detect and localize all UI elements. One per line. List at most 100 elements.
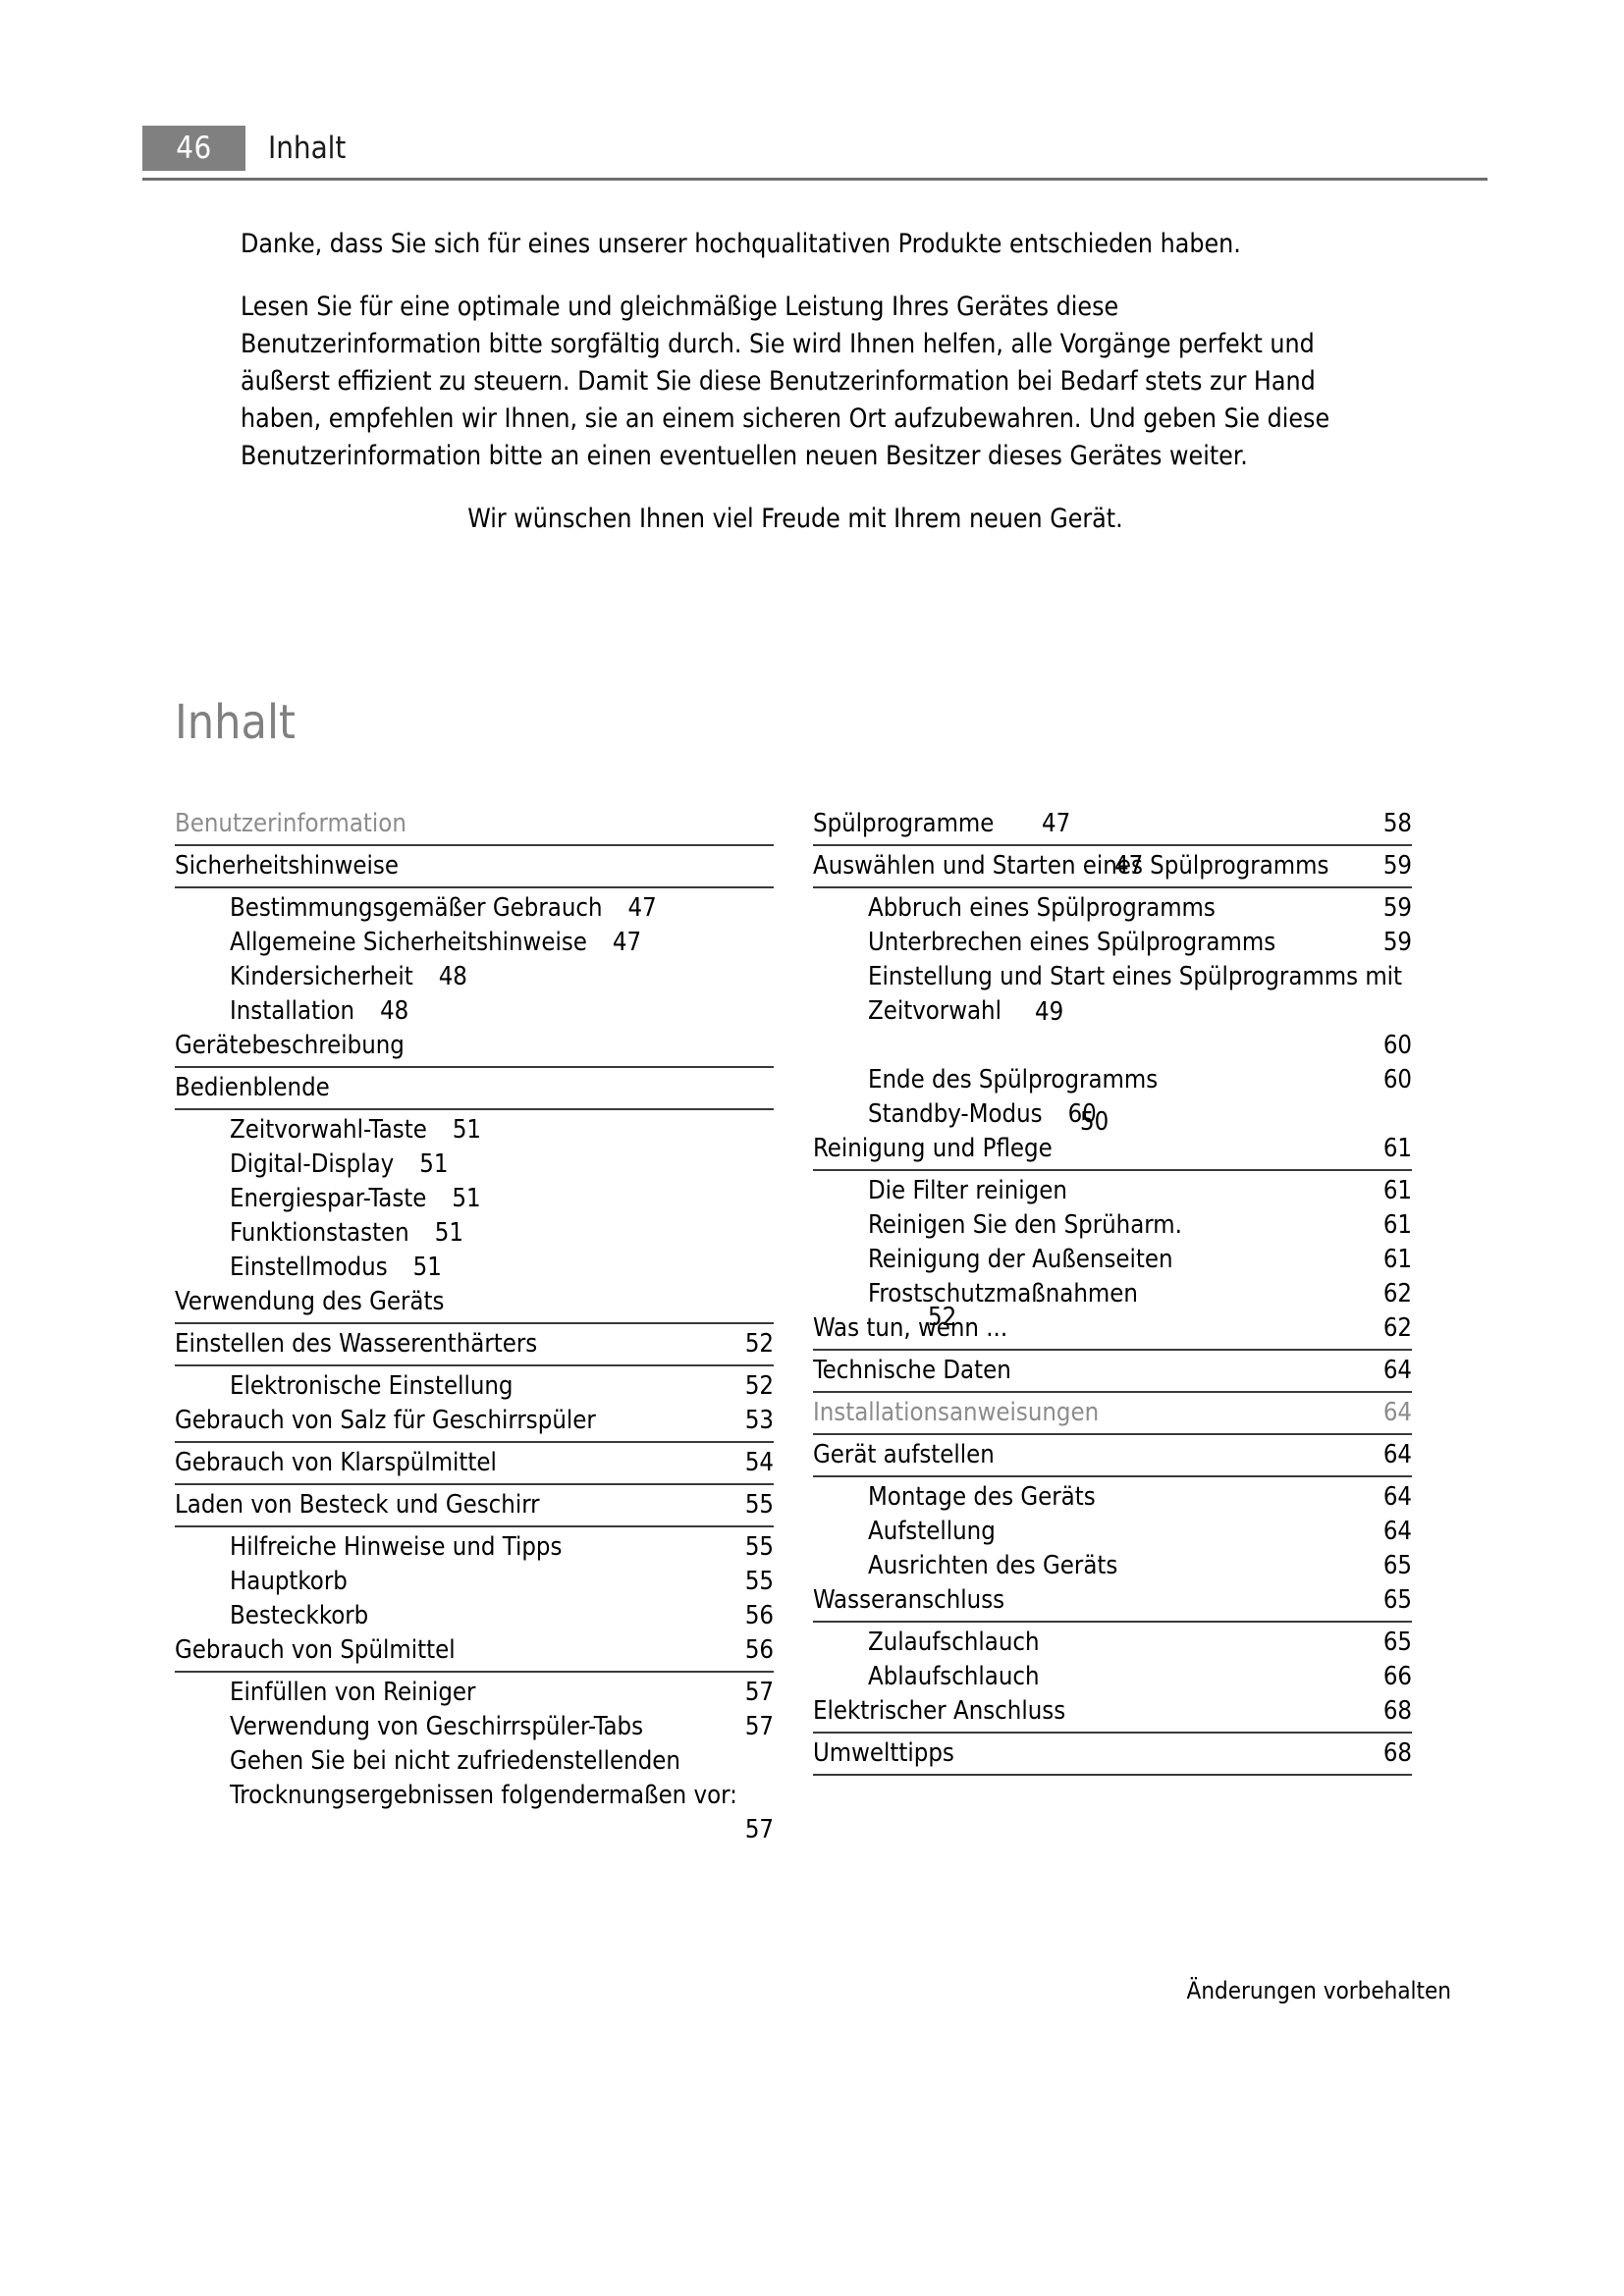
toc-section-row[interactable]: Gerätebeschreibung: [175, 1029, 774, 1068]
toc-section-row[interactable]: Gebrauch von Klarspülmittel 54: [175, 1446, 774, 1485]
toc-subsection-row[interactable]: Zulaufschlauch 65: [813, 1626, 1412, 1660]
toc-entry-page: 57: [744, 1815, 774, 1844]
toc-subsection-row[interactable]: Zeitvorwahl-Taste 51: [175, 1113, 774, 1148]
toc-section-row[interactable]: Elektrischer Anschluss 68: [813, 1694, 1412, 1734]
toc-subsection-row[interactable]: Ende des Spülprogramms 60: [813, 1063, 1412, 1097]
toc-subsection-row[interactable]: Ablaufschlauch 66: [813, 1660, 1412, 1694]
toc-entry-label: Montage des Geräts: [868, 1482, 1096, 1512]
toc-subsection-row[interactable]: Verwendung von Geschirrspüler-Tabs 57: [175, 1710, 774, 1744]
toc-entry-label: Gerät aufstellen: [813, 1440, 995, 1469]
toc-subsection-row[interactable]: Elektronische Einstellung 52: [175, 1369, 774, 1404]
toc-section-row[interactable]: Gebrauch von Spülmittel 56: [175, 1633, 774, 1673]
toc-entry-label: Hauptkorb: [230, 1567, 348, 1596]
toc-entry-page: 60: [1382, 1031, 1412, 1060]
toc-entry-page: 61: [1382, 1210, 1412, 1240]
toc-entry-page: 54: [744, 1448, 774, 1477]
toc-subsection-row[interactable]: Funktionstasten 51: [175, 1216, 774, 1251]
toc-entry-label: Kindersicherheit: [230, 962, 413, 991]
toc-subsection-row[interactable]: Ausrichten des Geräts 65: [813, 1549, 1412, 1583]
toc-entry-label: Standby-Modus: [868, 1099, 1043, 1129]
toc-subsection-row[interactable]: Kindersicherheit 48: [175, 960, 774, 994]
toc-subsection-row[interactable]: Energiespar-Taste 51: [175, 1182, 774, 1216]
toc-subsection-row[interactable]: Hilfreiche Hinweise und Tipps 55: [175, 1530, 774, 1565]
toc-subsection-row[interactable]: Die Filter reinigen 61: [813, 1174, 1412, 1208]
toc-subsection-row[interactable]: Aufstellung 64: [813, 1515, 1412, 1549]
toc-entry-page: 51: [452, 1184, 481, 1213]
overlapping-page-number-artifact: 47: [1042, 809, 1071, 838]
toc-entry-page-row: 60: [868, 1029, 1412, 1063]
toc-entry-label: Ausrichten des Geräts: [868, 1551, 1118, 1580]
toc-entry-page: 47: [612, 928, 642, 957]
toc-section-row[interactable]: Installationsanweisungen 64: [813, 1396, 1412, 1435]
toc-entry-label: Gebrauch von Salz für Geschirrspüler: [175, 1406, 596, 1435]
toc-entry-page: 53: [744, 1406, 774, 1435]
toc-entry-label: Bestimmungsgemäßer Gebrauch: [230, 893, 603, 923]
toc-entry-label: Ablaufschlauch: [868, 1662, 1040, 1691]
toc-section-row[interactable]: Spülprogramme 58 47: [813, 807, 1412, 846]
toc-entry-label: Umwelttipps: [813, 1738, 954, 1768]
toc-subsection-row[interactable]: Einstellmodus 51: [175, 1251, 774, 1285]
toc-subsection-row[interactable]: Digital-Display 51: [175, 1148, 774, 1182]
toc-subsection-row[interactable]: Standby-Modus 60 50: [813, 1097, 1412, 1137]
toc-entry-label: Elektrischer Anschluss: [813, 1696, 1066, 1726]
toc-entry-label: Gerätebeschreibung: [175, 1031, 405, 1060]
toc-entry-label: Spülprogramme: [813, 809, 995, 838]
toc-heading: Inhalt: [175, 695, 296, 750]
toc-section-row[interactable]: Einstellen des Wasserenthärters 52: [175, 1327, 774, 1366]
toc-subsection-row[interactable]: Einfüllen von Reiniger 57: [175, 1676, 774, 1710]
toc-entry-label: Zeitvorwahl-Taste: [230, 1115, 427, 1145]
toc-subsection-row[interactable]: Reinigung der Außenseiten 61: [813, 1243, 1412, 1277]
toc-section-row[interactable]: Wasseranschluss 65: [813, 1583, 1412, 1623]
toc-section-row[interactable]: Was tun, wenn ... 62: [813, 1311, 1412, 1351]
toc-subsection-row[interactable]: Unterbrechen eines Spülprogramms 59: [813, 926, 1412, 960]
toc-entry-page: 48: [438, 962, 467, 991]
toc-entry-page: 68: [1382, 1696, 1412, 1726]
toc-entry-page: 61: [1382, 1176, 1412, 1205]
toc-subsection-row[interactable]: Reinigen Sie den Sprüharm. 61: [813, 1208, 1412, 1243]
toc-entry-page: 62: [1382, 1313, 1412, 1343]
toc-section-row[interactable]: Umwelttipps 68: [813, 1736, 1412, 1776]
toc-subsection-row[interactable]: Besteckkorb 56: [175, 1599, 774, 1633]
toc-subsection-row[interactable]: Hauptkorb 55: [175, 1565, 774, 1599]
toc-section-row[interactable]: Gebrauch von Salz für Geschirrspüler 53: [175, 1404, 774, 1443]
toc-entry-label: Benutzerinformation: [175, 809, 406, 838]
toc-entry-page: 51: [412, 1253, 442, 1282]
toc-entry-label: Laden von Besteck und Geschirr: [175, 1490, 540, 1520]
toc-subsection-row[interactable]: Einstellung und Start eines Spülprogramm…: [813, 960, 1412, 1063]
footer-note: Änderungen vorbehalten: [1186, 1977, 1451, 2004]
toc-subsection-row[interactable]: Gehen Sie bei nicht zufriedenstellenden …: [175, 1744, 774, 1847]
toc-section-row[interactable]: Technische Daten 64: [813, 1354, 1412, 1393]
toc-subsection-row[interactable]: Installation 48: [175, 994, 774, 1029]
toc-section-row[interactable]: Sicherheitshinweise: [175, 849, 774, 888]
toc-section-row[interactable]: Reinigung und Pflege 61: [813, 1132, 1412, 1171]
toc-subsection-row[interactable]: Montage des Geräts 64: [813, 1480, 1412, 1515]
toc-entry-page: 58: [1382, 809, 1412, 838]
toc-section-row[interactable]: Auswählen und Starten eines Spülprogramm…: [813, 849, 1412, 888]
toc-entry-page: 57: [744, 1678, 774, 1707]
toc-subsection-row[interactable]: Bestimmungsgemäßer Gebrauch 47: [175, 891, 774, 926]
toc-subsection-row[interactable]: Frostschutzmaßnahmen 62 52: [813, 1277, 1412, 1332]
toc-section-row[interactable]: Bedienblende: [175, 1071, 774, 1110]
toc-entry-page: 59: [1382, 928, 1412, 957]
toc-entry-label: Zulaufschlauch: [868, 1628, 1040, 1657]
toc-entry-label: Hilfreiche Hinweise und Tipps: [230, 1532, 563, 1562]
toc-entry-label: Unterbrechen eines Spülprogramms: [868, 928, 1276, 957]
toc-entry-label: Verwendung des Geräts: [175, 1287, 445, 1316]
toc-subsection-row[interactable]: Abbruch eines Spülprogramms 59: [813, 891, 1412, 926]
toc-entry-page: 52: [744, 1329, 774, 1359]
toc-entry-label: Einstellung und Start eines Spülprogramm…: [868, 962, 1410, 1026]
toc-entry-page: 52: [744, 1371, 774, 1401]
toc-entry-page: 48: [380, 996, 409, 1026]
toc-section-row[interactable]: Verwendung des Geräts: [175, 1285, 774, 1324]
intro-paragraph-2: Lesen Sie für eine optimale und gleichmä…: [241, 292, 1330, 471]
toc-section-row[interactable]: Benutzerinformation: [175, 807, 774, 846]
toc-subsection-row[interactable]: Allgemeine Sicherheitshinweise 47: [175, 926, 774, 960]
toc-section-row[interactable]: Laden von Besteck und Geschirr 55: [175, 1488, 774, 1527]
toc-section-row[interactable]: Gerät aufstellen 64: [813, 1438, 1412, 1477]
toc-entry-label: Energiespar-Taste: [230, 1184, 427, 1213]
toc-entry-page: 61: [1382, 1134, 1412, 1163]
toc-entry-page: 60: [1382, 1065, 1412, 1095]
toc-entry-label: Einfüllen von Reiniger: [230, 1678, 476, 1707]
toc-entry-page: 59: [1382, 851, 1412, 881]
